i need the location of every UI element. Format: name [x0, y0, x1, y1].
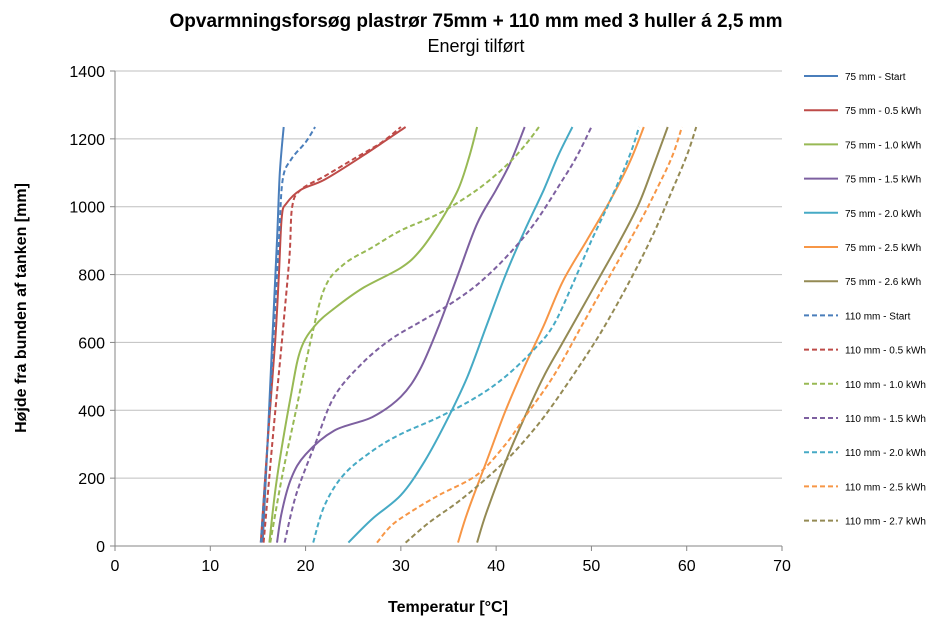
y-tick-label: 200 [78, 471, 105, 488]
y-axis-ticks: 0 200 400 600 800 1000 1200 1400 [69, 64, 115, 556]
legend-label-110-mm-2-7-kwh: 110 mm - 2.7 kWh [845, 517, 926, 528]
series-line-75-mm-2-6-kwh [476, 126, 669, 543]
chart-title: Opvarmningsforsøg plastrør 75mm + 110 mm… [170, 11, 783, 32]
legend-label-75-mm-1-5-kwh: 75 mm - 1.5 kWh [845, 175, 921, 186]
series-line-110-mm-2-5-kwh [376, 126, 683, 544]
x-tick-label: 10 [201, 558, 219, 575]
y-tick-label: 0 [96, 539, 105, 556]
legend-label-110-mm-2-0-kwh: 110 mm - 2.0 kWh [845, 448, 926, 459]
chart-subtitle: Energi tilført [427, 36, 524, 56]
series-line-75-mm-1-5-kwh [276, 126, 526, 543]
legend-label-75-mm-0-5-kwh: 75 mm - 0.5 kWh [845, 106, 921, 117]
x-tick-label: 0 [111, 558, 120, 575]
legend-label-110-mm-1-5-kwh: 110 mm - 1.5 kWh [845, 414, 926, 425]
y-tick-label: 1400 [69, 64, 105, 81]
y-tick-label: 1200 [69, 132, 105, 149]
legend-label-110-mm-2-5-kwh: 110 mm - 2.5 kWh [845, 482, 926, 493]
series-line-75-mm-1-0-kwh [268, 126, 479, 543]
legend-label-75-mm-1-0-kwh: 75 mm - 1.0 kWh [845, 140, 921, 151]
legend-label-75-mm-start: 75 mm - Start [845, 72, 906, 83]
legend-label-110-mm-0-5-kwh: 110 mm - 0.5 kWh [845, 346, 926, 357]
x-tick-label: 20 [297, 558, 315, 575]
series-line-110-mm-start [259, 126, 316, 543]
series-line-110-mm-1-5-kwh [283, 126, 593, 543]
legend-label-75-mm-2-6-kwh: 75 mm - 2.6 kWh [845, 277, 921, 288]
legend-label-75-mm-2-5-kwh: 75 mm - 2.5 kWh [845, 243, 921, 254]
legend-label-110-mm-start: 110 mm - Start [845, 311, 911, 322]
x-tick-label: 40 [487, 558, 505, 575]
y-tick-label: 400 [78, 403, 105, 420]
series-line-110-mm-1-0-kwh [269, 126, 540, 543]
legend-label-75-mm-2-0-kwh: 75 mm - 2.0 kWh [845, 209, 921, 220]
x-tick-label: 60 [678, 558, 696, 575]
series-line-75-mm-2-0-kwh [347, 126, 574, 544]
x-axis-ticks: 0 10 20 30 40 50 60 70 [111, 546, 791, 575]
x-tick-label: 30 [392, 558, 410, 575]
data-lines [259, 126, 698, 544]
series-line-110-mm-0-5-kwh [262, 126, 402, 543]
y-tick-label: 600 [78, 335, 105, 352]
legend-label-110-mm-1-0-kwh: 110 mm - 1.0 kWh [845, 380, 926, 391]
x-axis-title: Temperatur [°C] [388, 599, 508, 616]
y-axis-title: Højde fra bunden af tanken [mm] [13, 183, 30, 433]
series-line-75-mm-2-5-kwh [457, 126, 645, 543]
series-line-110-mm-2-0-kwh [312, 126, 641, 543]
series-line-75-mm-0-5-kwh [259, 126, 407, 543]
y-tick-label: 1000 [69, 200, 105, 217]
series-line-110-mm-2-7-kwh [404, 126, 698, 544]
y-tick-label: 800 [78, 268, 105, 285]
x-tick-label: 70 [773, 558, 791, 575]
legend: 75 mm - Start 75 mm - 0.5 kWh 75 mm - 1.0 … [804, 72, 926, 528]
x-tick-label: 50 [583, 558, 601, 575]
